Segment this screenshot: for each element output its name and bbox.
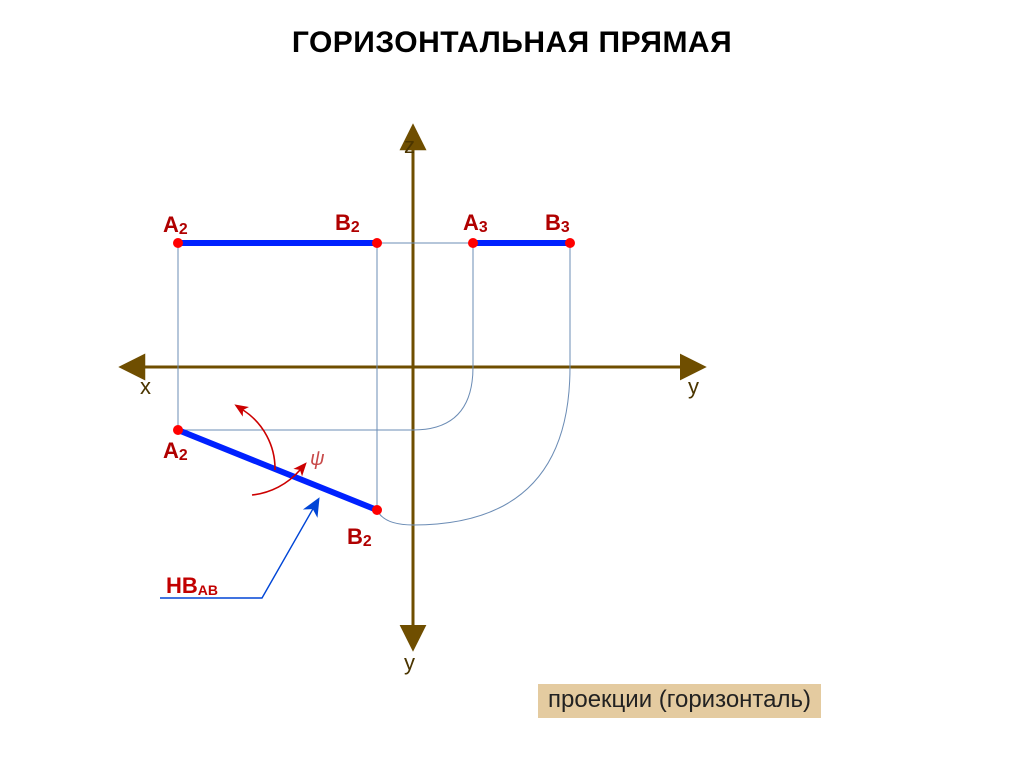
axis-label-y-down: y	[404, 650, 415, 676]
projection-diagram	[0, 0, 1024, 768]
point-label-B3: B3	[545, 210, 570, 237]
point-label-B2_top: B2	[335, 210, 360, 237]
axes	[125, 130, 700, 645]
point-label-A2_top: A2	[163, 212, 188, 239]
angle-arcs	[243, 410, 300, 495]
page-title: ГОРИЗОНТАЛЬНАЯ ПРЯМАЯ	[0, 26, 1024, 60]
point-label-A3: A3	[463, 210, 488, 237]
axis-label-z: z	[404, 133, 415, 159]
points	[173, 238, 575, 515]
point-label-B2_bot: B2	[347, 524, 372, 551]
footer-caption: проекции (горизонталь)	[538, 684, 821, 718]
hv-label: НВАВ	[166, 573, 218, 599]
point-label-A2_bot: A2	[163, 438, 188, 465]
axis-label-x: x	[140, 374, 151, 400]
axis-label-y-right: y	[688, 374, 699, 400]
footer-caption-text: проекции (горизонталь)	[548, 686, 811, 713]
projection-segments	[178, 243, 570, 510]
page-title-text: ГОРИЗОНТАЛЬНАЯ ПРЯМАЯ	[292, 26, 732, 59]
construction-guides	[178, 243, 570, 525]
angle-label-psi: ψ	[310, 448, 325, 471]
